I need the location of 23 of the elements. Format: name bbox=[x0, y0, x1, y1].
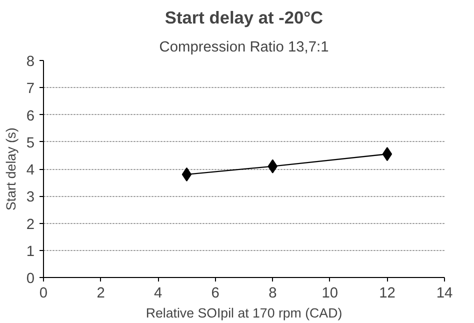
x-tick-label: 0 bbox=[39, 286, 48, 302]
y-tick-label: 0 bbox=[26, 271, 35, 287]
y-tick-label: 1 bbox=[26, 244, 35, 260]
y-tick-label: 7 bbox=[26, 81, 35, 98]
chart-title: Start delay at -20°C bbox=[164, 8, 324, 28]
x-axis-title: Relative SOIpil at 170 rpm (CAD) bbox=[146, 306, 342, 320]
x-tick-label: 2 bbox=[96, 286, 105, 302]
x-tick-label: 6 bbox=[211, 286, 220, 302]
y-tick-label: 5 bbox=[26, 135, 35, 152]
x-tick-label: 14 bbox=[436, 286, 453, 302]
chart-subtitle: Compression Ratio 13,7:1 bbox=[159, 40, 329, 56]
y-axis-title: Start delay (s) bbox=[3, 128, 18, 210]
x-tick-label: 10 bbox=[322, 286, 338, 302]
point bbox=[182, 167, 192, 182]
y-tick-label: 6 bbox=[26, 108, 35, 124]
y-tick-label: 3 bbox=[26, 190, 35, 206]
x-tick-label: 12 bbox=[379, 286, 396, 302]
y-tick-label: 8 bbox=[26, 54, 35, 70]
x-tick-label: 8 bbox=[268, 286, 277, 302]
y-tick-label: 4 bbox=[26, 162, 35, 178]
y-tick-label: 2 bbox=[26, 216, 35, 233]
point bbox=[382, 147, 392, 162]
x-tick-label: 4 bbox=[154, 286, 162, 302]
